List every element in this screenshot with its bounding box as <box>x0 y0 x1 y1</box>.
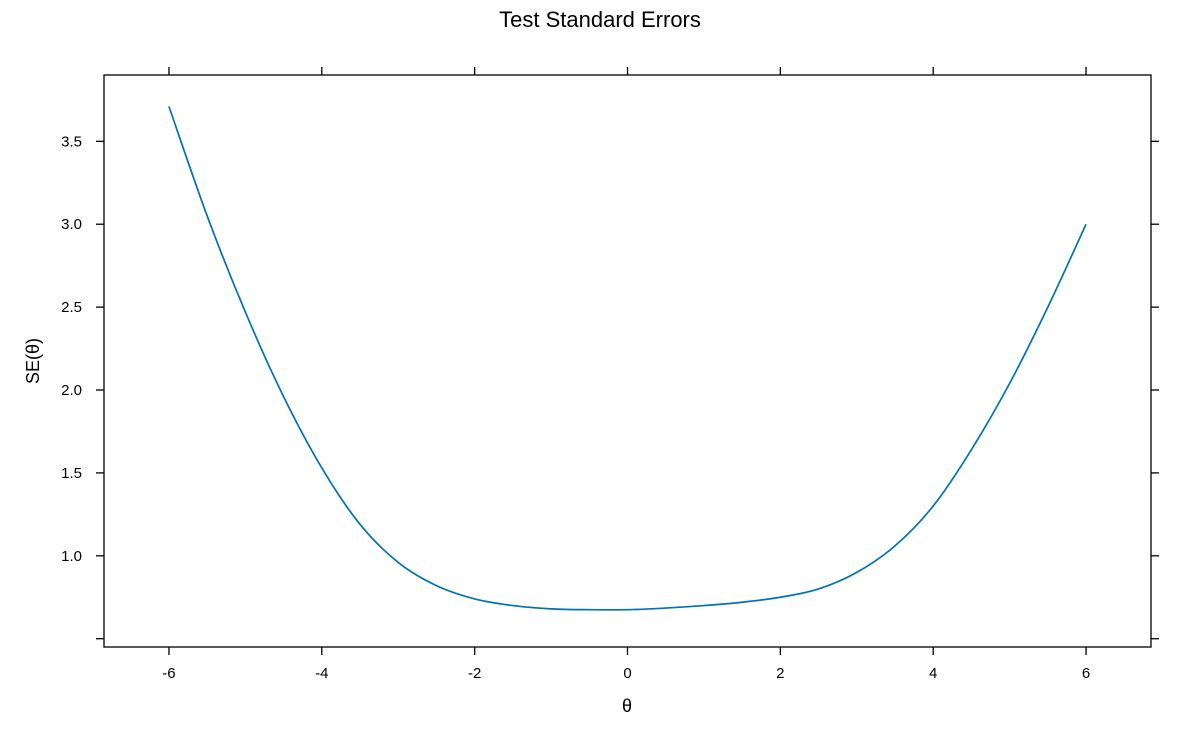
y-axis-label: SE(θ) <box>23 338 43 384</box>
x-tick-label: 6 <box>1082 665 1090 682</box>
y-tick-label: 3.0 <box>61 216 82 233</box>
series-layer <box>168 106 1087 611</box>
y-tick-label: 3.5 <box>61 133 82 150</box>
plot-frame <box>103 74 1152 648</box>
y-tick-label: 1.5 <box>61 465 82 482</box>
series-line <box>168 106 1087 611</box>
x-tick-label: -6 <box>162 665 175 682</box>
x-tick-label: 0 <box>623 665 631 682</box>
x-tick-label: -2 <box>468 665 481 682</box>
x-axis-label: θ <box>622 696 632 716</box>
y-tick-label: 1.0 <box>61 548 82 565</box>
x-tick-label: 4 <box>929 665 937 682</box>
y-tick-label: 2.5 <box>61 299 82 316</box>
y-tick-label: 2.0 <box>61 382 82 399</box>
chart-title: Test Standard Errors <box>499 7 701 32</box>
x-axis: -6 -4 -2 0 2 4 6 <box>162 67 1090 682</box>
x-tick-label: -4 <box>315 665 328 682</box>
x-tick-label: 2 <box>776 665 784 682</box>
y-axis: 1.0 1.5 2.0 2.5 3.0 3.5 <box>61 133 1159 640</box>
